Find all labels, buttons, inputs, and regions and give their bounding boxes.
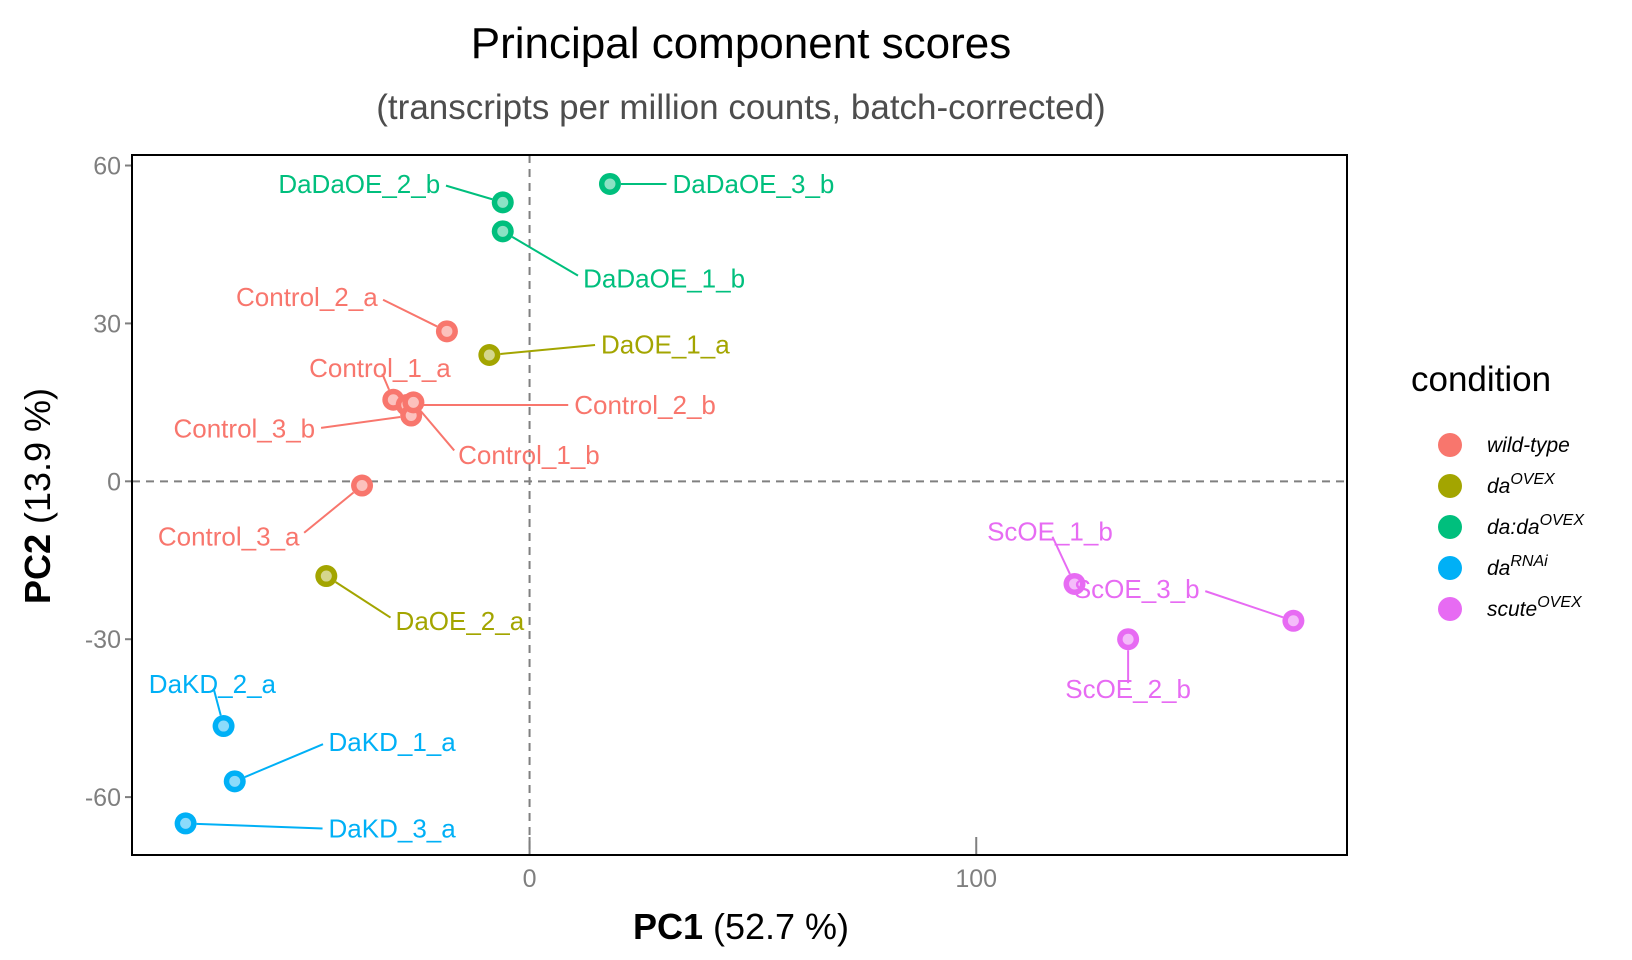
chart-title: Principal component scores xyxy=(471,19,1011,68)
point-label: DaOE_2_a xyxy=(396,606,525,636)
data-point-inner xyxy=(320,570,332,582)
legend-key xyxy=(1438,474,1462,498)
label-leader-line xyxy=(335,581,392,619)
legend-label: daOVEX xyxy=(1487,471,1556,498)
point-label: ScOE_1_b xyxy=(987,516,1113,546)
data-point xyxy=(1063,572,1086,595)
y-tick-label: 60 xyxy=(93,153,121,181)
data-point xyxy=(1282,609,1305,632)
label-leader-line xyxy=(244,743,324,778)
point-label: DaDaOE_1_b xyxy=(583,264,745,294)
point-label: DaDaOE_2_b xyxy=(278,169,440,199)
data-point xyxy=(598,172,621,195)
x-axis-title-bold: PC1 xyxy=(633,906,703,947)
data-point-inner xyxy=(1287,615,1299,627)
y-tick-label: -60 xyxy=(85,784,121,812)
data-point xyxy=(174,812,197,835)
data-point-inner xyxy=(407,396,419,408)
label-leader-line xyxy=(381,373,390,391)
point-label: Control_2_a xyxy=(236,282,378,312)
chart-subtitle: (transcripts per million counts, batch-c… xyxy=(376,88,1105,127)
point-label: Control_1_b xyxy=(458,440,600,470)
legend-label: da:daOVEX xyxy=(1487,512,1585,539)
x-tick-label: 0 xyxy=(523,865,537,893)
data-point-inner xyxy=(497,225,509,237)
point-label: ScOE_3_b xyxy=(1074,574,1200,604)
y-axis-title: PC2 (13.9 %) xyxy=(17,388,58,604)
y-axis-title-rest: (13.9 %) xyxy=(17,388,58,534)
label-leader-line xyxy=(196,822,323,830)
legend-entry: daRNAi xyxy=(1438,553,1548,580)
label-leader-line xyxy=(445,184,493,201)
legend-key xyxy=(1438,556,1462,580)
label-leader-line xyxy=(320,416,401,429)
data-point xyxy=(435,320,458,343)
legend-entry: wild-type xyxy=(1438,433,1570,457)
label-leader-line xyxy=(511,236,579,277)
legend-key xyxy=(1438,597,1462,621)
label-leader-line xyxy=(303,491,355,534)
data-point-inner xyxy=(1122,633,1134,645)
y-tick-label: -30 xyxy=(85,626,121,654)
data-point-inner xyxy=(497,196,509,208)
legend: condition wild-type daOVEX da:daOVEX daRNAi… xyxy=(1411,360,1585,621)
legend-entry: scuteOVEX xyxy=(1438,594,1583,621)
point-label: DaKD_1_a xyxy=(329,727,457,757)
data-point xyxy=(223,770,246,793)
point-label: DaKD_2_a xyxy=(149,669,277,699)
x-axis-title: PC1 (52.7 %) xyxy=(633,906,849,947)
data-point xyxy=(212,715,235,738)
point-label: Control_1_a xyxy=(309,353,451,383)
plot-border xyxy=(131,154,1348,856)
legend-entry: daOVEX xyxy=(1438,471,1556,498)
plot-panel: 60 30 0 -30 -60 0 100 DaDaOE_2_b DaDaOE_3_b DaDaO… xyxy=(85,153,1348,893)
data-point-inner xyxy=(229,775,241,787)
label-leader-line xyxy=(419,410,455,452)
point-label: DaKD_3_a xyxy=(329,814,457,844)
y-tick-label: 0 xyxy=(107,468,121,496)
data-point-inner xyxy=(180,817,192,829)
point-label: Control_2_b xyxy=(574,390,716,420)
data-point-inner xyxy=(483,349,495,361)
legend-key xyxy=(1438,515,1462,539)
label-leader-line xyxy=(500,344,596,355)
data-point-inner xyxy=(441,325,453,337)
legend-title: condition xyxy=(1411,360,1551,399)
data-point xyxy=(1117,628,1140,651)
data-point-inner xyxy=(1069,578,1081,590)
label-leader-line xyxy=(1204,590,1284,619)
legend-key xyxy=(1438,433,1462,457)
data-point-inner xyxy=(218,720,230,732)
data-point xyxy=(491,191,514,214)
legend-label: wild-type xyxy=(1487,434,1570,457)
point-label: DaOE_1_a xyxy=(601,329,730,359)
point-label: Control_3_b xyxy=(173,414,315,444)
label-leader-line xyxy=(382,298,438,328)
point-label: Control_3_a xyxy=(158,522,300,552)
x-tick-label: 100 xyxy=(955,865,997,893)
y-tick-label: 30 xyxy=(93,310,121,338)
x-axis-title-rest: (52.7 %) xyxy=(703,906,849,947)
data-point xyxy=(478,344,501,366)
legend-entry: da:daOVEX xyxy=(1438,512,1585,539)
data-point-inner xyxy=(356,480,368,492)
data-point xyxy=(491,220,514,243)
label-leader-line xyxy=(1051,536,1071,575)
label-leader-line xyxy=(212,689,222,716)
point-label: DaDaOE_3_b xyxy=(672,169,834,199)
svg-text:PC2 (13.9 %): PC2 (13.9 %) xyxy=(17,388,58,604)
point-label: ScOE_2_b xyxy=(1065,674,1191,704)
data-point xyxy=(315,565,338,588)
legend-label: daRNAi xyxy=(1487,553,1548,580)
y-axis-title-bold: PC2 xyxy=(17,534,58,604)
legend-label: scuteOVEX xyxy=(1487,594,1583,621)
data-point xyxy=(351,474,374,497)
data-point-inner xyxy=(604,178,616,190)
data-point xyxy=(402,391,425,414)
